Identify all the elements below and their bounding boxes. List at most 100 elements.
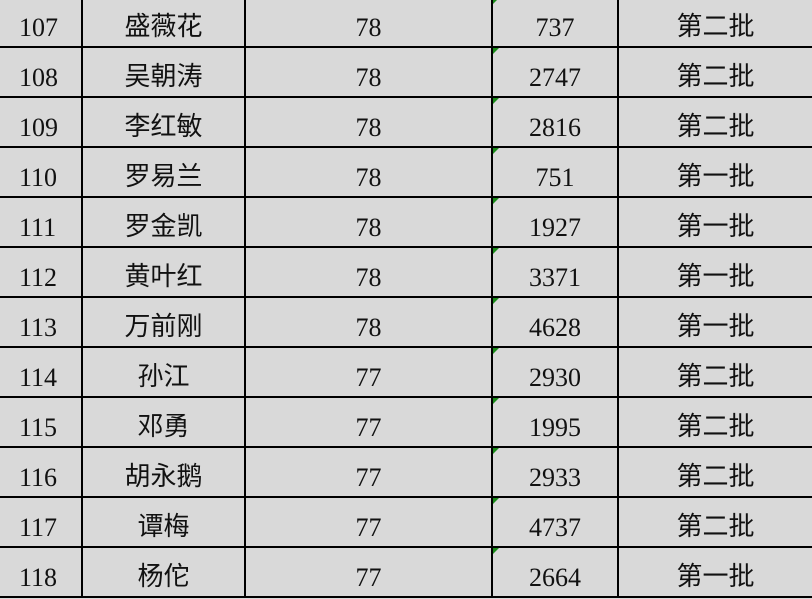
number-cell[interactable]: 2930 — [493, 348, 619, 396]
row-number-cell[interactable]: 110 — [0, 148, 83, 196]
cell-value: 第二批 — [676, 462, 755, 491]
cell-value: 78 — [355, 213, 382, 242]
cell-value: 第一批 — [676, 312, 755, 341]
cell-value: 4628 — [529, 313, 581, 342]
batch-cell[interactable]: 第二批 — [619, 98, 812, 146]
number-cell[interactable]: 4628 — [493, 298, 619, 346]
cell-value: 黄叶红 — [124, 262, 203, 291]
cell-value: 78 — [355, 113, 382, 142]
score-cell[interactable]: 78 — [246, 0, 493, 46]
score-cell[interactable]: 78 — [246, 98, 493, 146]
batch-cell[interactable]: 第二批 — [619, 498, 812, 546]
name-cell[interactable]: 谭梅 — [83, 498, 246, 546]
table-row: 111 罗金凯 78 1927 第一批 — [0, 198, 812, 248]
cell-value: 罗金凯 — [124, 212, 203, 241]
cell-value: 第一批 — [676, 562, 755, 591]
batch-cell[interactable]: 第一批 — [619, 248, 812, 296]
cell-value: 第一批 — [676, 212, 755, 241]
error-indicator-icon — [493, 548, 499, 554]
cell-value: 3371 — [529, 263, 581, 292]
name-cell[interactable]: 孙江 — [83, 348, 246, 396]
name-cell[interactable]: 万前刚 — [83, 298, 246, 346]
error-indicator-icon — [493, 148, 499, 154]
score-cell[interactable]: 77 — [246, 548, 493, 596]
score-cell[interactable]: 77 — [246, 448, 493, 496]
name-cell[interactable]: 盛薇花 — [83, 0, 246, 46]
row-number-cell[interactable]: 118 — [0, 548, 83, 596]
cell-value: 108 — [19, 63, 58, 92]
cell-value: 2816 — [529, 113, 581, 142]
batch-cell[interactable]: 第二批 — [619, 448, 812, 496]
cell-value: 116 — [19, 463, 58, 492]
row-number-cell[interactable]: 116 — [0, 448, 83, 496]
cell-value: 吴朝涛 — [124, 62, 203, 91]
row-number-cell[interactable]: 112 — [0, 248, 83, 296]
error-indicator-icon — [493, 48, 499, 54]
batch-cell[interactable]: 第一批 — [619, 298, 812, 346]
number-cell[interactable]: 2933 — [493, 448, 619, 496]
name-cell[interactable]: 罗易兰 — [83, 148, 246, 196]
cell-value: 第二批 — [676, 62, 755, 91]
cell-value: 78 — [355, 313, 382, 342]
table-row: 110 罗易兰 78 751 第一批 — [0, 148, 812, 198]
cell-value: 第一批 — [676, 262, 755, 291]
batch-cell[interactable]: 第二批 — [619, 348, 812, 396]
score-cell[interactable]: 78 — [246, 148, 493, 196]
number-cell[interactable]: 2664 — [493, 548, 619, 596]
row-number-cell[interactable]: 113 — [0, 298, 83, 346]
cell-value: 115 — [19, 413, 58, 442]
batch-cell[interactable]: 第二批 — [619, 0, 812, 46]
row-number-cell[interactable]: 115 — [0, 398, 83, 446]
name-cell[interactable]: 胡永鹅 — [83, 448, 246, 496]
batch-cell[interactable]: 第一批 — [619, 148, 812, 196]
name-cell[interactable]: 邓勇 — [83, 398, 246, 446]
error-indicator-icon — [493, 198, 499, 204]
row-number-cell[interactable]: 111 — [0, 198, 83, 246]
score-cell[interactable]: 78 — [246, 198, 493, 246]
row-number-cell[interactable]: 108 — [0, 48, 83, 96]
row-number-cell[interactable]: 107 — [0, 0, 83, 46]
number-cell[interactable]: 4737 — [493, 498, 619, 546]
cell-value: 78 — [355, 163, 382, 192]
number-cell[interactable]: 751 — [493, 148, 619, 196]
batch-cell[interactable]: 第二批 — [619, 398, 812, 446]
row-number-cell[interactable]: 109 — [0, 98, 83, 146]
name-cell[interactable]: 李红敏 — [83, 98, 246, 146]
score-cell[interactable]: 78 — [246, 48, 493, 96]
number-cell[interactable]: 1995 — [493, 398, 619, 446]
number-cell[interactable]: 1927 — [493, 198, 619, 246]
cell-value: 第二批 — [676, 412, 755, 441]
name-cell[interactable]: 杨佗 — [83, 548, 246, 596]
batch-cell[interactable]: 第二批 — [619, 48, 812, 96]
score-cell[interactable]: 77 — [246, 498, 493, 546]
number-cell[interactable]: 2816 — [493, 98, 619, 146]
table-row: 109 李红敏 78 2816 第二批 — [0, 98, 812, 148]
batch-cell[interactable]: 第一批 — [619, 548, 812, 596]
name-cell[interactable]: 吴朝涛 — [83, 48, 246, 96]
cell-value: 78 — [355, 263, 382, 292]
score-cell[interactable]: 78 — [246, 248, 493, 296]
number-cell[interactable]: 737 — [493, 0, 619, 46]
cell-value: 110 — [19, 163, 58, 192]
name-cell[interactable]: 罗金凯 — [83, 198, 246, 246]
score-cell[interactable]: 77 — [246, 348, 493, 396]
row-number-cell[interactable]: 117 — [0, 498, 83, 546]
cell-value: 1927 — [529, 213, 581, 242]
cell-value: 111 — [19, 213, 57, 242]
cell-value: 77 — [355, 413, 382, 442]
name-cell[interactable]: 黄叶红 — [83, 248, 246, 296]
cell-value: 118 — [19, 563, 58, 592]
cell-value: 邓勇 — [137, 412, 190, 441]
row-number-cell[interactable]: 114 — [0, 348, 83, 396]
table-row: 114 孙江 77 2930 第二批 — [0, 348, 812, 398]
batch-cell[interactable]: 第一批 — [619, 198, 812, 246]
cell-value: 77 — [355, 513, 382, 542]
cell-value: 第二批 — [676, 362, 755, 391]
number-cell[interactable]: 2747 — [493, 48, 619, 96]
number-cell[interactable]: 3371 — [493, 248, 619, 296]
cell-value: 4737 — [529, 513, 581, 542]
score-cell[interactable]: 77 — [246, 398, 493, 446]
score-cell[interactable]: 78 — [246, 298, 493, 346]
cell-value: 孙江 — [137, 362, 190, 391]
error-indicator-icon — [493, 348, 499, 354]
